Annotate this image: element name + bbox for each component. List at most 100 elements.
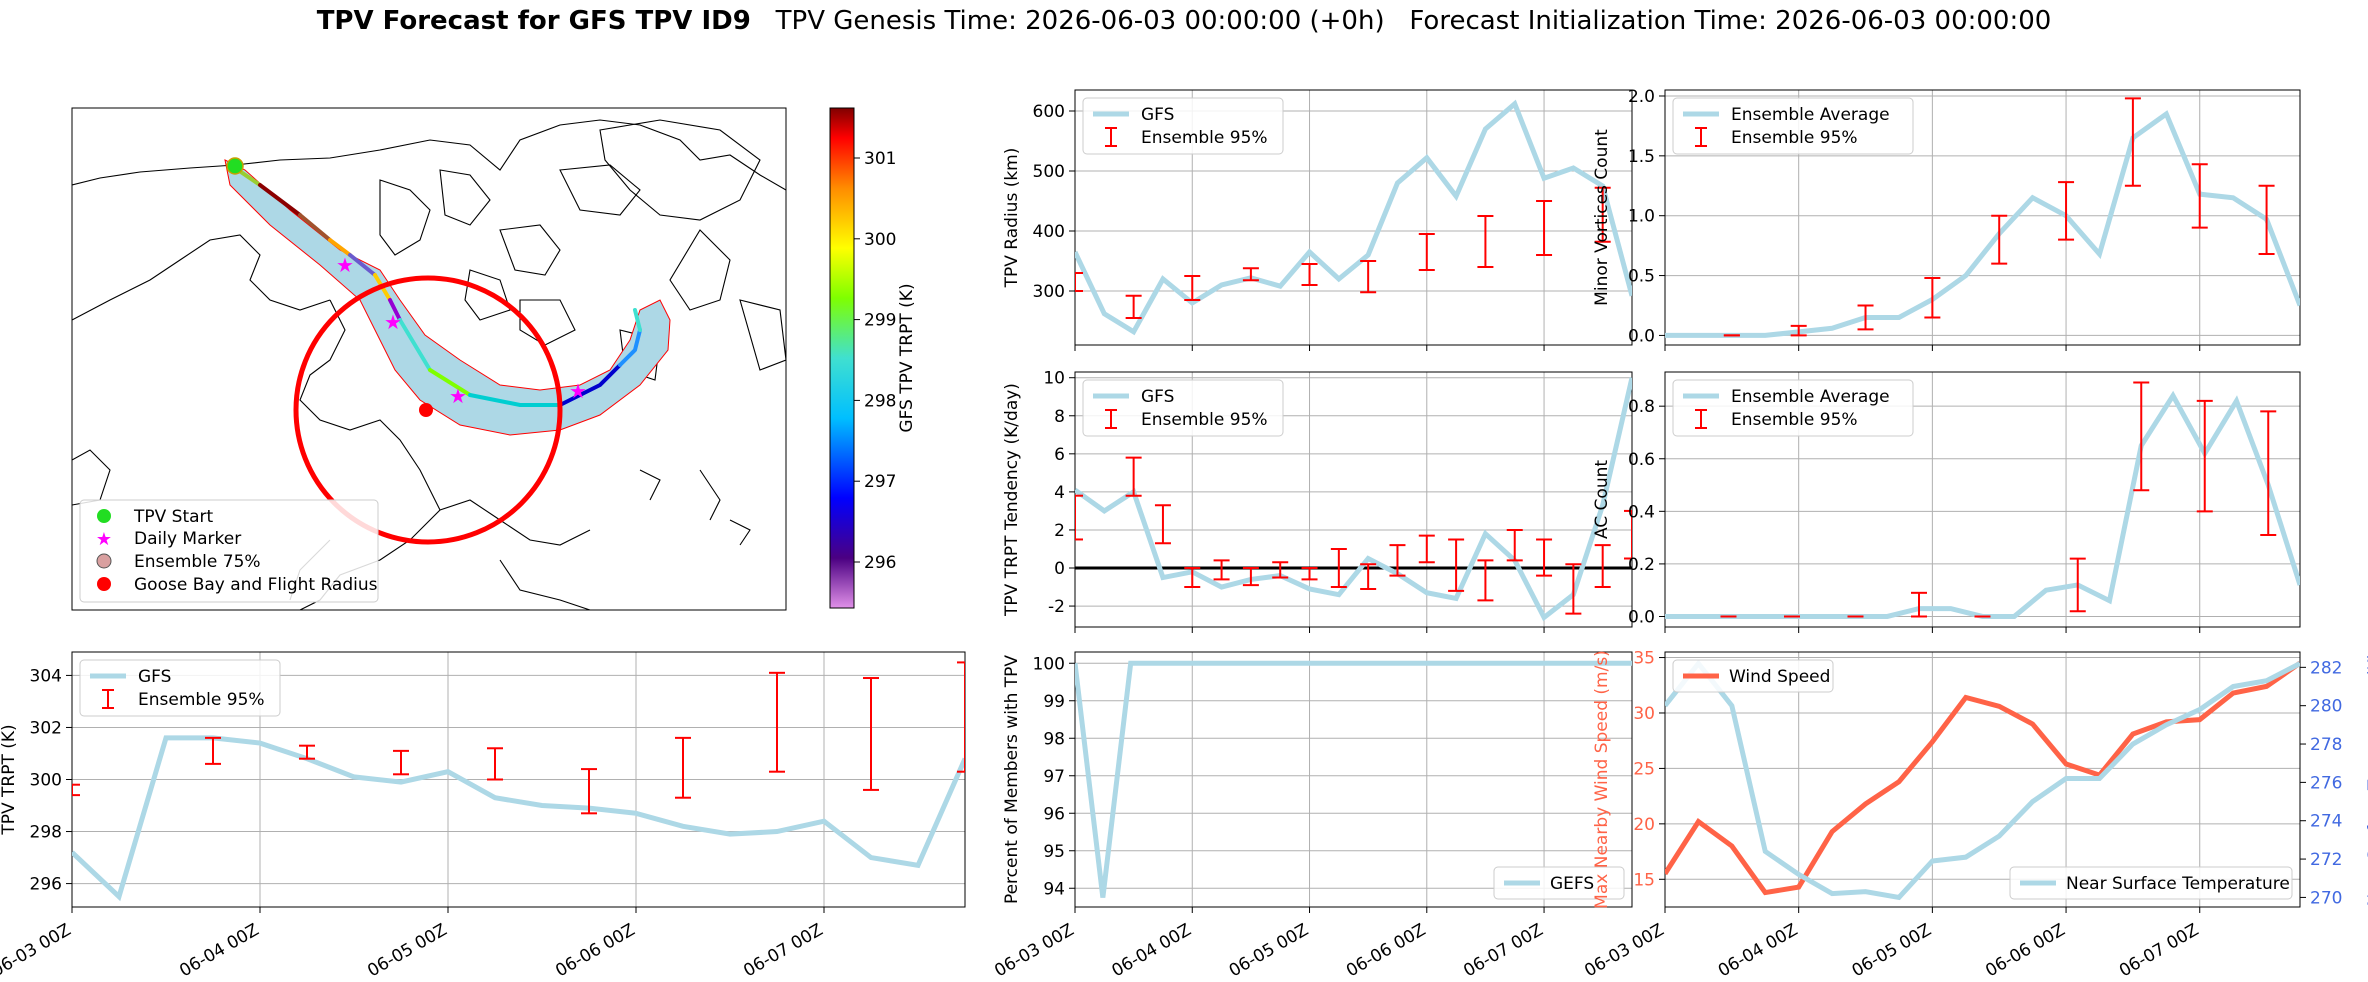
y-tick-label: 400 <box>1033 222 1065 242</box>
y-tick-label: 1.5 <box>1628 147 1655 167</box>
colorbar-tick-label: 301 <box>864 149 896 169</box>
colorbar-tick-label: 300 <box>864 230 896 250</box>
legend-tendency: GFS Ensemble 95% <box>1082 379 1284 437</box>
legend-box <box>1672 379 1914 437</box>
series-line-wind-speed <box>1665 661 2300 896</box>
plot-frame <box>71 651 966 908</box>
chart-wind_temp: 15 20 25 30 35 270 272 274 276 278 280 282 Near Surf… <box>1581 649 2368 982</box>
y-tick-label: 98 <box>1043 729 1065 749</box>
y2-axis-label: Near Surface Temperature (K) <box>2365 653 2368 907</box>
y-axis-label: AC Count <box>1592 460 1612 539</box>
x-tick-label: 06-06 00Z <box>1343 920 1429 981</box>
legend-wind_temp: Wind Speed Near Surface Temperature <box>1672 659 2293 900</box>
colorbar-tick-label: 297 <box>864 472 896 492</box>
y2-tick-label: 276 <box>2310 773 2342 793</box>
legend-box <box>1082 379 1284 437</box>
daily-marker: ★ <box>336 253 354 277</box>
y-axis-label: TPV TRPT Tendency (K/day) <box>1002 383 1022 617</box>
x-tick-label: 06-03 00Z <box>0 920 75 981</box>
colorbar-tick-label: 296 <box>864 553 896 573</box>
chart-percent: 94 95 96 97 98 99 100 06-03 00Z 06-04 00Z 06-05 0… <box>991 651 1633 981</box>
y-tick-label: 20 <box>1633 815 1655 835</box>
legend-goose-bay: Goose Bay and Flight Radius <box>134 575 378 595</box>
series-line-gfs <box>1075 99 1632 336</box>
y-axis-label: TPV Radius (km) <box>1002 148 1022 289</box>
y-tick-label: 30 <box>1633 704 1655 724</box>
legend-entry: Ensemble Average <box>1731 105 1890 125</box>
x-tick-label: 06-05 00Z <box>1849 920 1935 981</box>
y2-tick-label: 280 <box>2310 697 2342 717</box>
legend-daily-marker: Daily Marker <box>134 529 241 549</box>
y-tick-label: 8 <box>1054 407 1065 427</box>
genesis-time: TPV Genesis Time: 2026-06-03 00:00:00 (+… <box>775 6 1385 36</box>
colorbar-tick-label: 298 <box>864 391 896 411</box>
y-tick-label: 2.0 <box>1628 87 1655 107</box>
legend-box <box>1672 97 1914 155</box>
y-tick-label: 304 <box>30 666 62 686</box>
y-tick-label: 302 <box>30 718 62 738</box>
legend-box <box>1082 97 1284 155</box>
legend-box <box>79 659 281 717</box>
y-tick-label: 35 <box>1633 649 1655 669</box>
y-axis-label: Minor Vortices Count <box>1592 129 1612 306</box>
y-tick-label: 0.2 <box>1628 555 1655 575</box>
y-tick-label: 10 <box>1043 369 1065 389</box>
y-tick-label: 0.6 <box>1628 450 1655 470</box>
chart-tendency: -2 0 2 4 6 8 10 TPV TRPT Tendency (K/day) GFS Ens… <box>1002 369 1633 633</box>
y-tick-label: 99 <box>1043 692 1065 712</box>
x-tick-label: 06-07 00Z <box>1460 920 1546 981</box>
legend-ensemble-75: Ensemble 75% <box>134 552 261 572</box>
plot-frame <box>1664 651 2301 908</box>
tpv-track <box>233 166 642 407</box>
legend-entry: Ensemble Average <box>1731 387 1890 407</box>
plot-frame <box>1074 651 1633 908</box>
x-tick-label: 06-04 00Z <box>1715 920 1801 981</box>
ensemble-75-swath <box>224 159 671 436</box>
legend-entry: Ensemble 95% <box>1731 410 1858 430</box>
legend-ac: Ensemble Average Ensemble 95% <box>1672 379 1914 437</box>
y-tick-label: 0.4 <box>1628 502 1655 522</box>
legend-entry: GFS <box>1141 105 1174 125</box>
x-tick-label: 06-07 00Z <box>2116 920 2202 981</box>
chart-trpt: 296 298 300 302 304 06-03 00Z 06-04 00Z 06-05 0… <box>0 651 966 981</box>
legend-goose-bay-swatch <box>97 577 111 591</box>
legend-entry: Ensemble 95% <box>1731 128 1858 148</box>
y-tick-label: 94 <box>1043 879 1065 899</box>
legend-tpv-start: TPV Start <box>133 507 214 527</box>
x-tick-label: 06-03 00Z <box>1581 920 1667 981</box>
figure-title-main: TPV Forecast for GFS TPV ID9 <box>316 6 751 36</box>
series-line-gefs <box>1075 660 1632 898</box>
x-tick-label: 06-05 00Z <box>1226 920 1312 981</box>
legend-minor: Ensemble Average Ensemble 95% <box>1672 97 1914 155</box>
series-line-near-surface-temperature <box>1665 659 2300 901</box>
y-tick-label: 298 <box>30 823 62 843</box>
y-tick-label: 95 <box>1043 842 1065 862</box>
legend-entry: GFS <box>138 667 171 687</box>
map-frame <box>71 107 787 611</box>
colorbar: 296 297 298 299 300 301 GFS TPV TRPT (K) <box>829 107 917 609</box>
plot-frame <box>1074 89 1633 346</box>
map-panel: ★ ★ ★ ★ TPV Start ★ Daily Marker Ensembl… <box>71 107 917 611</box>
legend-entry: Wind Speed <box>1729 667 1830 687</box>
x-tick-label: 06-06 00Z <box>1982 920 2068 981</box>
x-tick-label: 06-05 00Z <box>364 920 450 981</box>
legend-box <box>1493 866 1625 900</box>
y-axis-label: Max Nearby Wind Speed (m/s) <box>1592 650 1612 909</box>
legend-entry: Ensemble 95% <box>1141 410 1268 430</box>
x-tick-label: 06-04 00Z <box>1108 920 1194 981</box>
legend-radius: GFS Ensemble 95% <box>1082 97 1284 155</box>
y-tick-label: 97 <box>1043 767 1065 787</box>
legend-entry: Ensemble 95% <box>138 690 265 710</box>
daily-marker: ★ <box>449 384 467 408</box>
legend-entry: GEFS <box>1550 874 1594 894</box>
x-tick-label: 06-03 00Z <box>991 920 1077 981</box>
legend-trpt: GFS Ensemble 95% <box>79 659 281 717</box>
legend-entry: GFS <box>1141 387 1174 407</box>
x-tick-label: 06-06 00Z <box>552 920 638 981</box>
series-line-gfs <box>72 735 965 902</box>
tpv-start-marker <box>226 157 244 175</box>
series-line-ensemble-average <box>1665 110 2300 338</box>
y-axis-label: Percent of Members with TPV <box>1002 655 1022 904</box>
legend-tpv-start-swatch <box>97 509 111 523</box>
